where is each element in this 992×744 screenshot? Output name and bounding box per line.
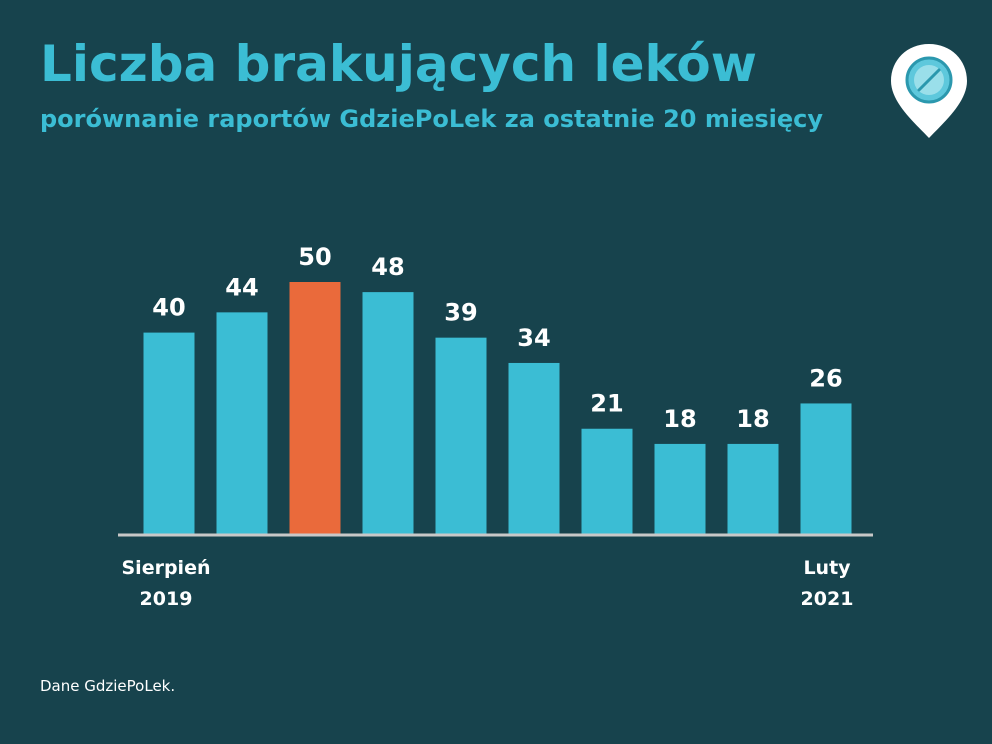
map-pin-pill-icon — [891, 44, 967, 138]
bar — [581, 428, 633, 535]
x-tick-label-last: Luty — [803, 557, 851, 579]
bar-value-label: 34 — [517, 324, 550, 352]
chart-subtitle: porównanie raportów GdziePoLek za ostatn… — [40, 105, 824, 133]
bar-value-label: 26 — [809, 364, 842, 392]
bar-value-label: 21 — [590, 390, 623, 418]
bar — [289, 282, 341, 535]
bar — [362, 292, 414, 535]
bar — [216, 312, 268, 535]
bar-value-label: 40 — [152, 294, 185, 322]
bar — [800, 403, 852, 535]
x-tick-label-last: 2021 — [801, 588, 854, 610]
bar-value-label: 44 — [225, 273, 258, 301]
bar-value-label: 50 — [298, 243, 331, 271]
bar — [143, 332, 195, 535]
bar — [508, 362, 560, 535]
bar — [727, 443, 779, 535]
source-note: Dane GdziePoLek. — [40, 677, 176, 695]
chart-title: Liczba brakujących leków — [40, 35, 757, 93]
bar — [654, 443, 706, 535]
x-tick-label-first: 2019 — [140, 588, 193, 610]
bar-value-label: 48 — [371, 253, 404, 281]
bar-value-label: 39 — [444, 299, 477, 327]
x-tick-label-first: Sierpień — [122, 557, 211, 579]
bar-value-label: 18 — [663, 405, 696, 433]
bar — [435, 337, 487, 535]
bar-value-label: 18 — [736, 405, 769, 433]
